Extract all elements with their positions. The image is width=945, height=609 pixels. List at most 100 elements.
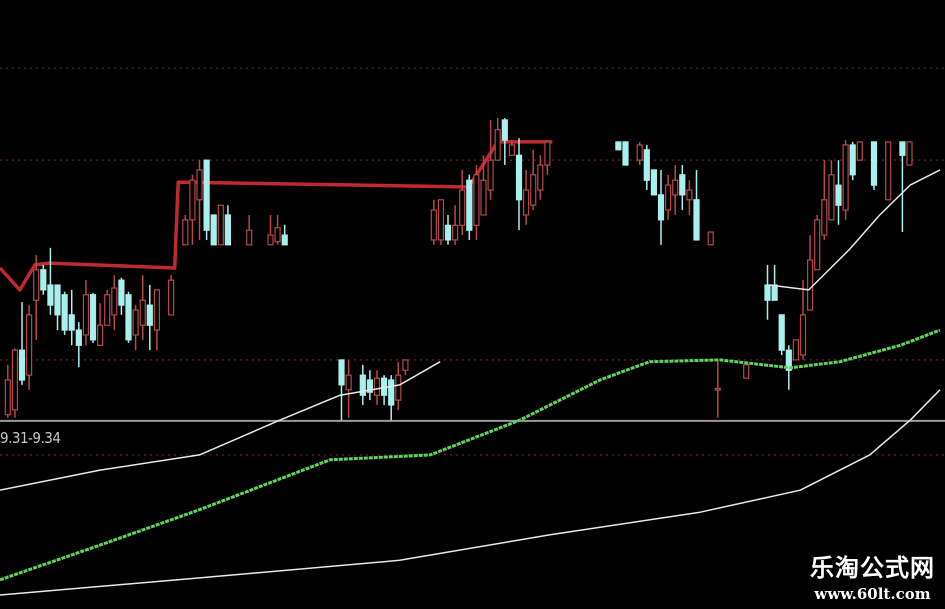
- candle-up: [4, 379, 11, 416]
- candle-up: [373, 377, 381, 396]
- candle-up: [11, 349, 19, 411]
- candle-down: [650, 169, 658, 196]
- candle-down: [771, 284, 778, 301]
- candle-up: [842, 144, 849, 211]
- candle-down: [444, 224, 452, 241]
- candle-down: [210, 214, 217, 246]
- candle-down: [40, 269, 47, 291]
- step-line-series: [0, 140, 553, 292]
- candle-up: [487, 159, 494, 191]
- candle-up: [636, 144, 643, 161]
- candle-up: [274, 227, 281, 243]
- candle-up: [828, 174, 835, 221]
- candle-up: [196, 169, 203, 201]
- candle-down: [281, 234, 288, 246]
- candle-up: [821, 199, 828, 236]
- candle-down: [899, 141, 906, 156]
- candle-up: [33, 269, 40, 301]
- candle-up: [430, 209, 437, 241]
- candle-up: [104, 294, 111, 326]
- watermark-url: www.60lt.com: [814, 585, 931, 603]
- candle-down: [125, 294, 132, 341]
- candle-up: [480, 179, 487, 216]
- candle-down: [388, 379, 395, 406]
- candle-down: [146, 304, 153, 326]
- candle-down: [679, 174, 686, 196]
- candle-down: [657, 194, 665, 221]
- candle-down: [338, 359, 345, 386]
- candle-up: [452, 224, 459, 241]
- candle-down: [54, 284, 61, 316]
- candle-up: [814, 219, 821, 271]
- candle-down: [870, 141, 878, 186]
- ma-fast-series: [0, 361, 441, 491]
- candle-down: [693, 199, 700, 241]
- candle-down: [359, 374, 366, 396]
- candle-up: [807, 259, 814, 311]
- candle-down: [785, 349, 792, 371]
- candle-up: [686, 189, 693, 201]
- candle-up: [714, 387, 721, 391]
- candle-up: [665, 184, 672, 211]
- candle-up: [473, 174, 480, 226]
- candle-up: [792, 339, 800, 361]
- candle-up: [267, 234, 274, 246]
- candle-down: [224, 214, 232, 246]
- candle-up: [856, 141, 863, 161]
- candle-up: [189, 179, 196, 221]
- candle-down: [778, 314, 785, 351]
- candle-down: [515, 154, 523, 201]
- candle-up: [345, 374, 352, 391]
- price-range-label: 9.31-9.34: [0, 429, 61, 447]
- candle-up: [743, 364, 750, 379]
- candle-up: [395, 374, 402, 401]
- candle-down: [61, 294, 68, 331]
- candle-up: [139, 299, 146, 326]
- candle-down: [615, 141, 622, 151]
- candle-up: [906, 141, 913, 166]
- candle-down: [47, 284, 54, 306]
- candle-up: [217, 204, 224, 246]
- candle-down: [89, 294, 97, 341]
- candle-down: [849, 144, 856, 176]
- candle-down: [366, 379, 374, 393]
- candle-up: [402, 359, 409, 371]
- candle-up: [885, 141, 892, 201]
- candle-up: [530, 174, 537, 206]
- candle-down: [622, 141, 629, 166]
- candle-down: [68, 314, 75, 331]
- candle-up: [132, 309, 139, 336]
- candle-up: [537, 164, 544, 191]
- candle-up: [153, 289, 161, 331]
- candle-down: [75, 329, 82, 346]
- candle-up: [111, 287, 118, 316]
- candle-up: [26, 314, 33, 376]
- watermark-logo: 乐淘公式网 www.60lt.com: [810, 548, 935, 603]
- candle-up: [799, 314, 807, 356]
- ma-mid-series: [0, 328, 941, 582]
- candle-down: [118, 279, 125, 306]
- candle-up: [168, 279, 175, 316]
- candle-up: [437, 199, 445, 241]
- candle-up: [82, 294, 90, 336]
- candle-up: [459, 189, 466, 226]
- candle-up: [182, 219, 189, 246]
- candle-up: [494, 129, 501, 161]
- candle-up: [97, 324, 104, 346]
- candle-down: [835, 184, 842, 206]
- candle-up: [707, 231, 714, 246]
- candle-up: [544, 141, 551, 166]
- candle-up: [523, 189, 530, 216]
- candle-down: [203, 159, 210, 231]
- ma-fast-series: [768, 169, 941, 291]
- watermark-name: 乐淘公式网: [810, 554, 935, 582]
- candle-down: [764, 284, 771, 301]
- candle-down: [501, 119, 508, 141]
- candle-down: [18, 349, 26, 381]
- candle-up: [508, 144, 516, 156]
- candle-down: [466, 179, 473, 231]
- ma-slow-series: [0, 389, 941, 596]
- candle-down: [643, 149, 650, 181]
